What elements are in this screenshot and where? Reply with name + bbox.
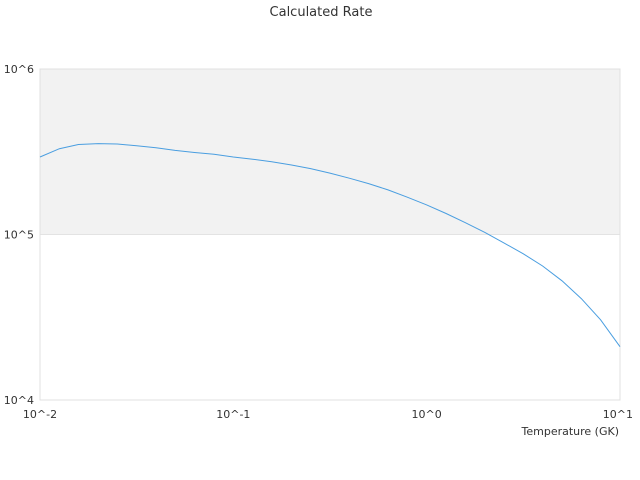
- plot-border: [39, 68, 621, 401]
- x-tick-label: 10^0: [412, 408, 442, 421]
- series-line: [39, 143, 621, 347]
- x-tick-label: 10^-1: [216, 408, 250, 421]
- chart-title: Calculated Rate: [270, 5, 373, 20]
- x-axis-label: Temperature (GK): [521, 425, 620, 438]
- shaded-band: [40, 69, 620, 235]
- x-axis-ticks: 10^-2 10^-1 10^0 10^1: [23, 408, 633, 421]
- y-tick-label: 10^6: [4, 63, 34, 76]
- x-tick-label: 10^1: [603, 408, 633, 421]
- y-tick-label: 10^4: [4, 394, 34, 407]
- plot-area: [39, 68, 621, 401]
- y-tick-label: 10^5: [4, 229, 34, 242]
- x-tick-label: 10^-2: [23, 408, 57, 421]
- y-axis-ticks: 10^4 10^5 10^6: [4, 63, 34, 407]
